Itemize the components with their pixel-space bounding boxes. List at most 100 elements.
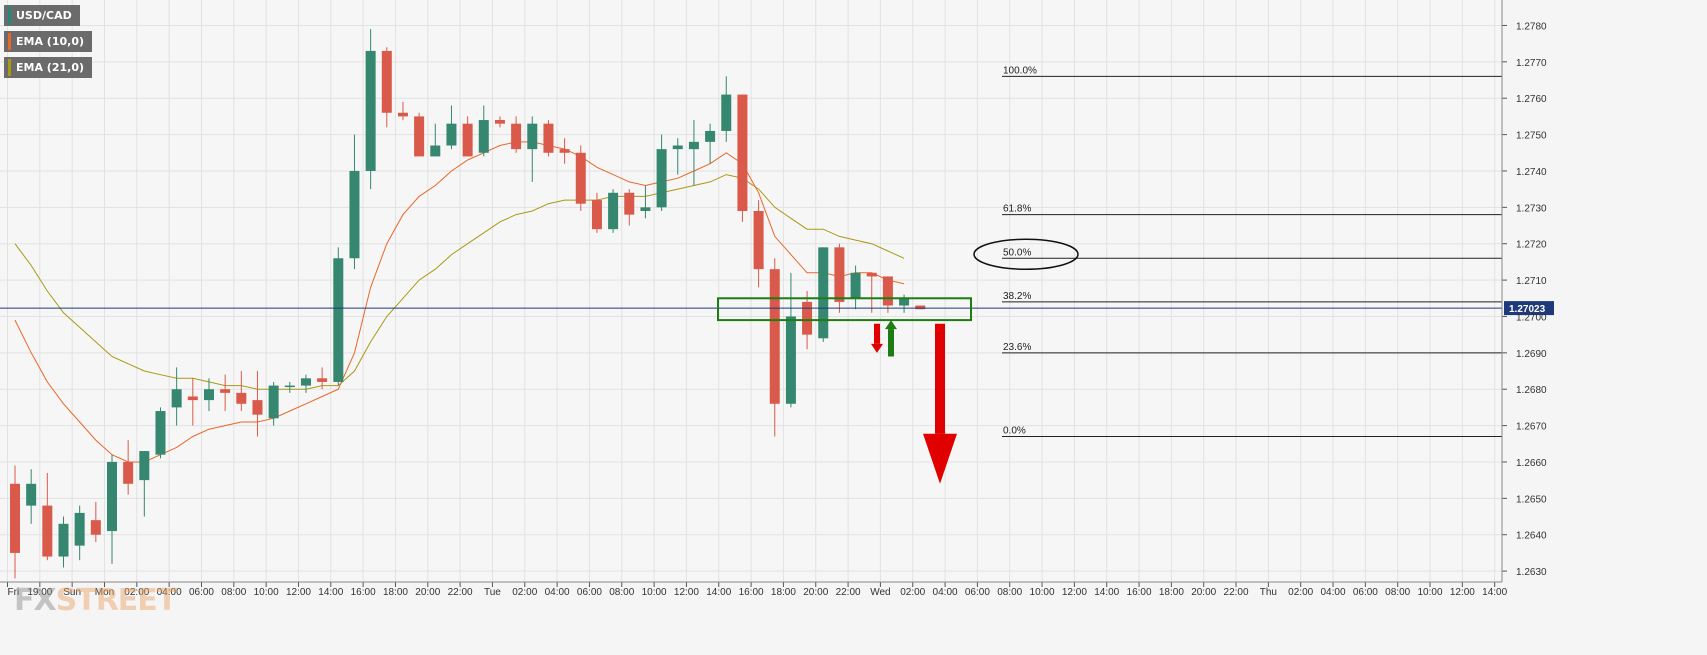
candle-down [753,210,764,270]
legend-ema-10[interactable]: EMA (10,0) [4,31,92,52]
candle-up [106,461,117,532]
x-tick-label: Tue [484,587,501,598]
candle-up [721,94,732,131]
y-tick-label: 1.2680 [1516,385,1547,396]
y-tick-label: 1.2640 [1516,531,1547,542]
candle-down [462,123,473,157]
candle-up [58,523,69,557]
candle-down [397,112,408,117]
candle-up [268,385,279,419]
x-tick-label: 08:00 [609,587,634,598]
x-tick-label: 19:00 [27,587,52,598]
y-tick-label: 1.2720 [1516,240,1547,251]
fib-label: 61.8% [1003,204,1031,215]
arrow-down [871,323,883,353]
x-tick-label: 14:00 [1482,587,1507,598]
arrow-down [923,323,957,484]
legend-symbol[interactable]: USD/CAD [4,5,80,26]
fxstreet-watermark-logo: FXSTREET [14,583,177,618]
candle-down [10,483,20,553]
candle-up [365,50,376,171]
y-tick-label: 1.2760 [1516,94,1547,105]
y-tick-label: 1.2730 [1516,203,1547,214]
x-tick-label: Sun [63,587,81,598]
x-axis: Fri 19:00 Sun Mon 02:00 04:00 06:00 08:00 10:00 1… [0,581,1508,598]
candle-down [575,152,586,204]
arrow-shaft [888,329,894,357]
fib-50-highlight-ellipse [973,238,1079,271]
x-tick-label: 18:00 [1159,587,1184,598]
x-tick-label: 14:00 [1094,587,1119,598]
candle-up [139,451,150,481]
x-tick-label: 06:00 [965,587,990,598]
x-tick-label: Mon [95,587,114,598]
candle-up [688,141,699,150]
x-tick-label: 10:00 [1030,587,1055,598]
x-tick-label: 02:00 [512,587,537,598]
candle-down [737,94,748,211]
legend-ema-21[interactable]: EMA (21,0) [4,57,92,78]
fib-label: 0.0% [1003,426,1026,437]
candle-down [220,389,231,393]
arrow-head [871,343,883,353]
y-tick-label: 1.2690 [1516,349,1547,360]
x-tick-label: 02:00 [900,587,925,598]
y-tick-label: 1.2780 [1516,21,1547,32]
x-tick-label: 02:00 [1288,587,1313,598]
last-price-tag [1504,301,1554,316]
x-tick-label: 20:00 [803,587,828,598]
y-tick-label: 1.2670 [1516,422,1547,433]
fibonacci-levels: 100.0% 61.8% 50.0% 38.2% 23.6% 0.0% [1002,65,1502,437]
x-tick-label: 14:00 [706,587,731,598]
y-tick-label: 1.2770 [1516,58,1547,69]
arrow-shaft [935,323,945,434]
candle-down [882,276,893,306]
x-tick-label: 14:00 [318,587,343,598]
x-tick-label: 12:00 [674,587,699,598]
legend-ema-10-label: EMA (10,0) [16,35,84,48]
legend-symbol-swatch [8,7,11,24]
candle-down [543,123,554,153]
candle-up [672,145,683,150]
x-tick-label: 22:00 [1224,587,1249,598]
legend-ema-21-label: EMA (21,0) [16,61,84,74]
candle-down [866,272,877,277]
x-tick-label: 04:00 [545,587,570,598]
x-tick-label: Fri [8,587,20,598]
candle-down [769,269,780,404]
legend-symbol-label: USD/CAD [16,9,72,22]
x-tick-label: 18:00 [771,587,796,598]
x-tick-label: 12:00 [1450,587,1475,598]
candle-up [446,123,457,146]
candle-up [818,247,829,339]
candle-up [527,123,538,150]
candle-up [26,483,37,506]
candle-down [915,305,926,310]
candle-up [284,385,295,388]
x-tick-label: 10:00 [642,587,667,598]
grid-lines [0,0,1502,582]
x-tick-label: 22:00 [448,587,473,598]
candle-down [252,400,263,415]
y-tick-label: 1.2740 [1516,167,1547,178]
candle-up [608,192,619,230]
legend-ema-21-swatch [8,59,11,76]
arrow-head [885,320,897,330]
y-tick-label: 1.2630 [1516,567,1547,578]
fib-label: 23.6% [1003,342,1031,353]
x-tick-label: 06:00 [1353,587,1378,598]
candle-down [42,505,53,557]
x-tick-label: 16:00 [739,587,764,598]
y-tick-label: 1.2750 [1516,131,1547,142]
x-tick-label: 12:00 [1062,587,1087,598]
candle-up [705,130,716,142]
x-tick-label: Wed [870,587,890,598]
legend-ema-10-swatch [8,33,11,50]
candle-up [899,298,910,306]
candle-up [155,411,166,455]
fib-label: 100.0% [1003,65,1037,76]
x-tick-label: Thu [1260,587,1277,598]
x-tick-label: 08:00 [1385,587,1410,598]
fib-label: 50.0% [1003,247,1031,258]
